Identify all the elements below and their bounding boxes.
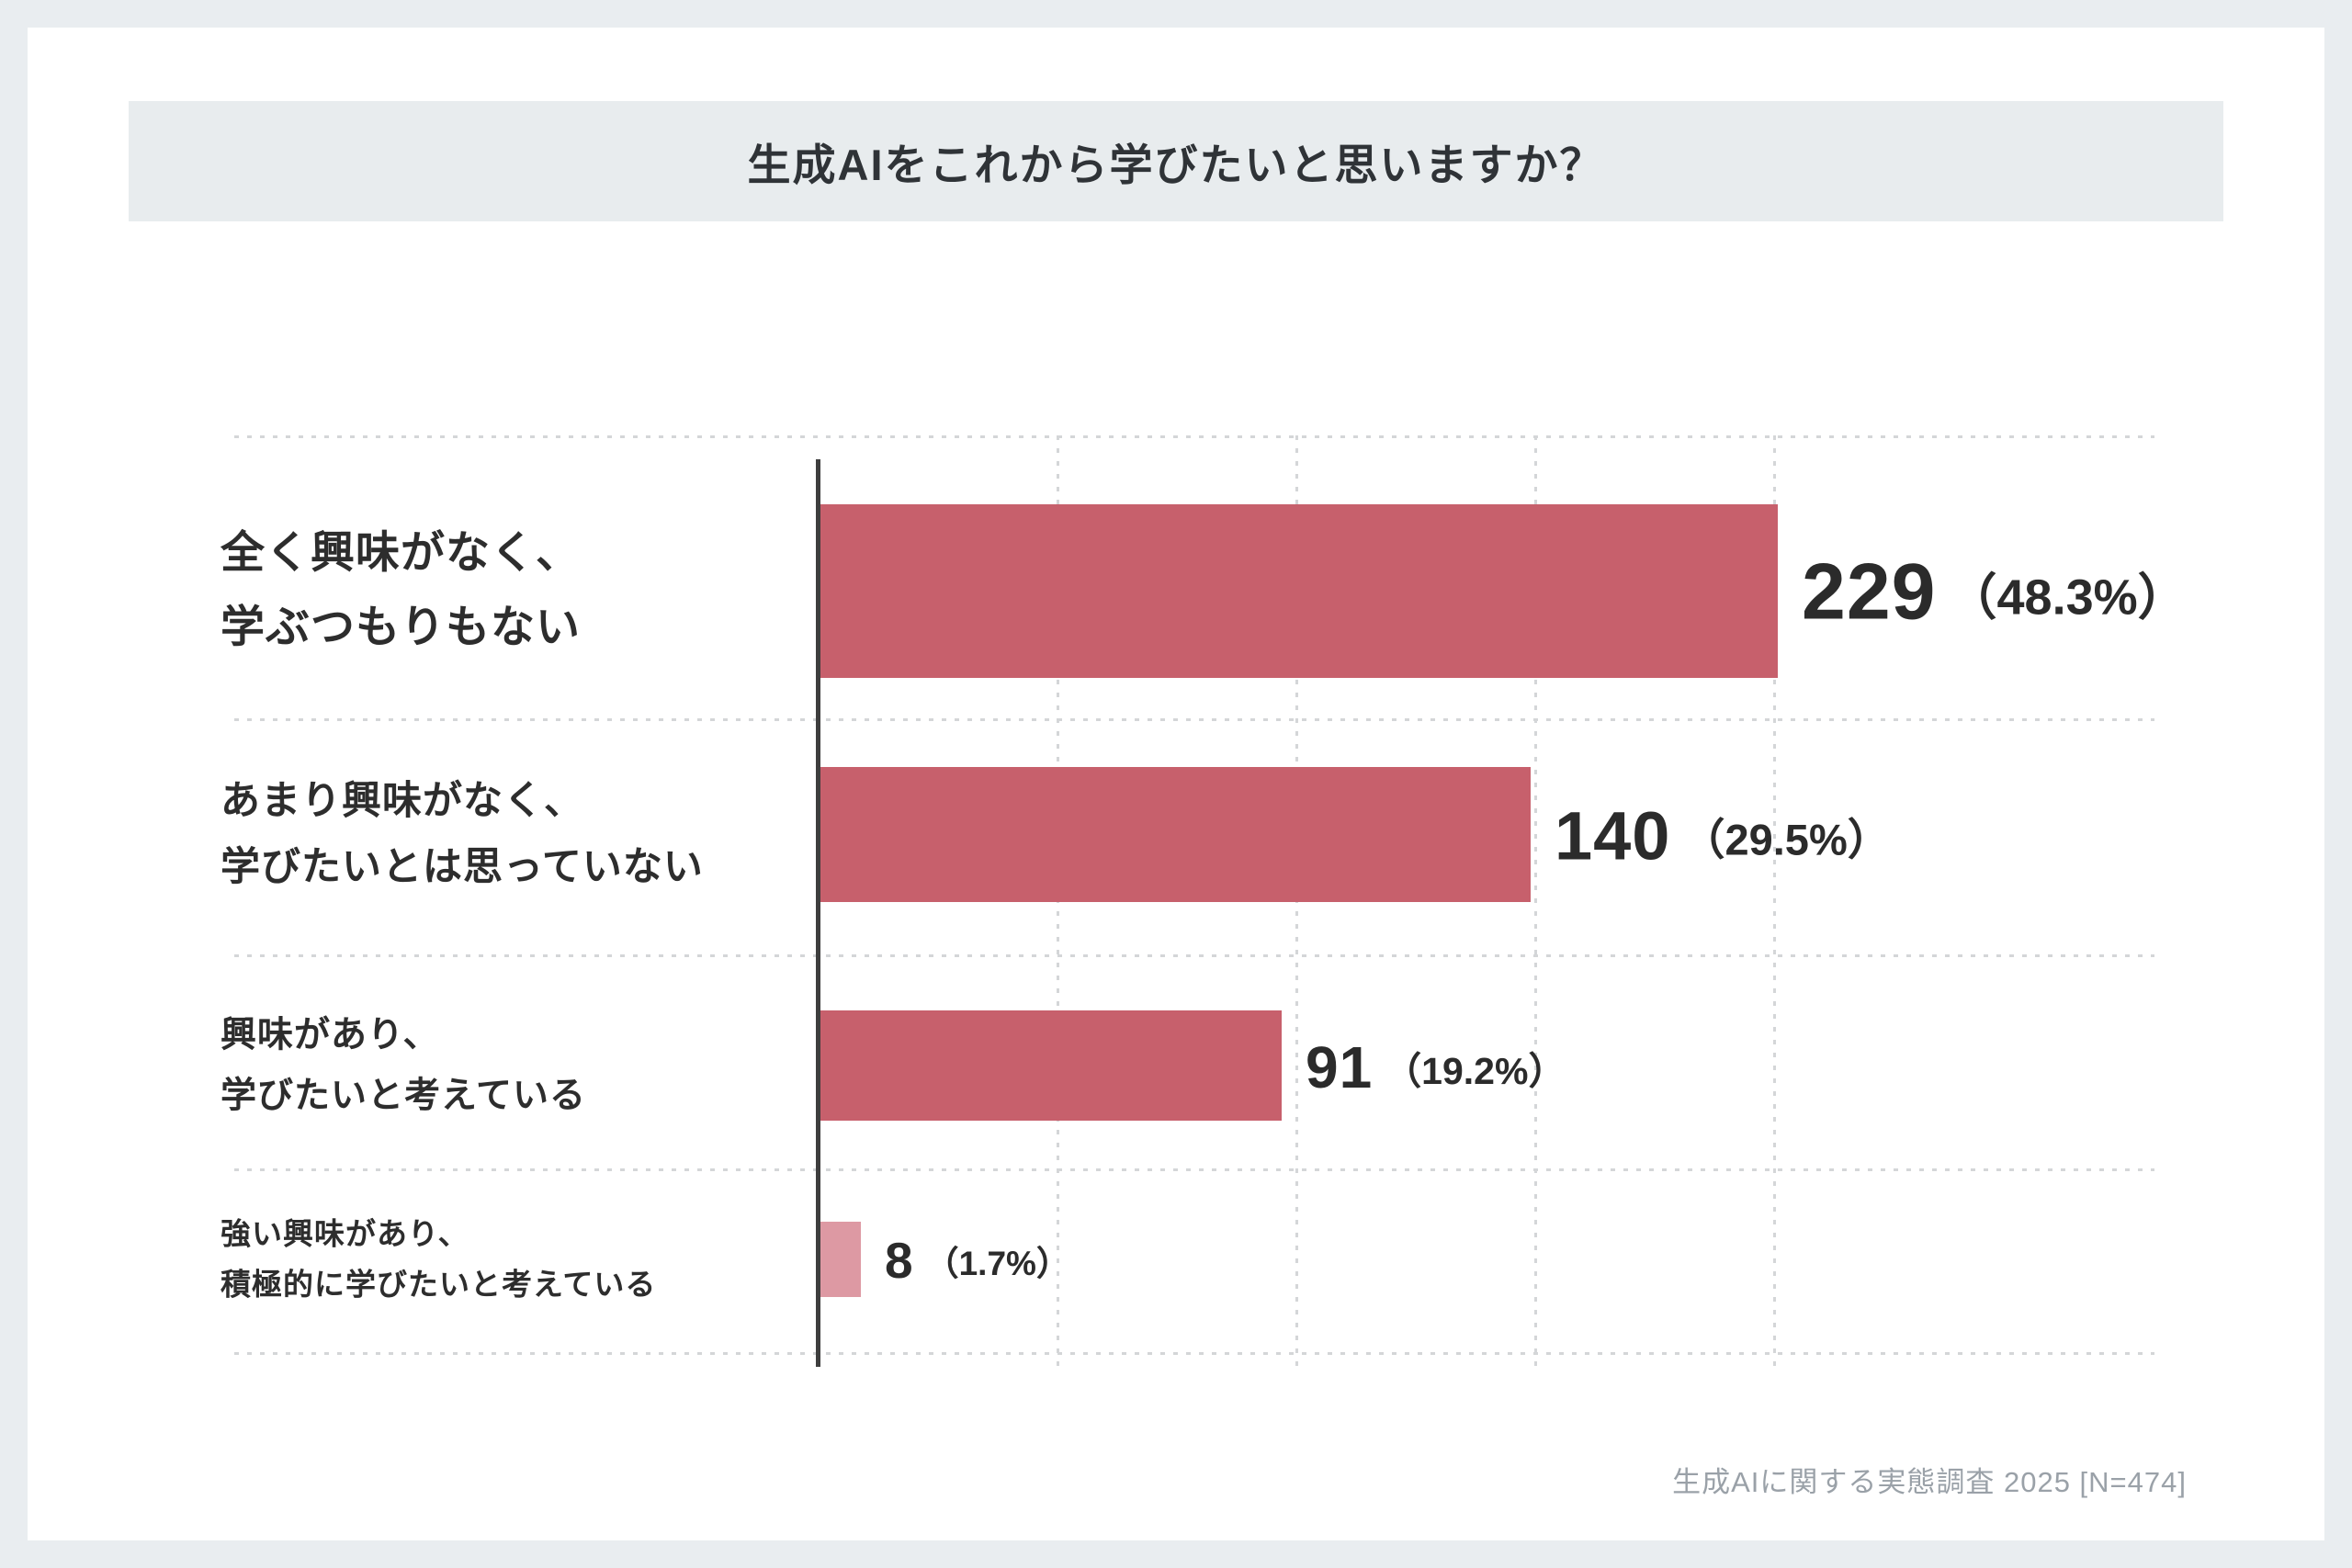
category-label: 強い興味があり、 積極的に学びたいと考えている [220,1209,808,1311]
bar [820,1222,861,1297]
bar-value: 229 [1802,547,1937,637]
row-separator [234,435,2154,438]
category-label-line: 学びたいとは思っていない [220,845,704,889]
row-separator [234,718,2154,721]
row-separator [234,1168,2154,1171]
bar-percent: （19.2%） [1384,1050,1566,1092]
title-banner: 生成AIをこれから学びたいと思いますか？ [129,101,2223,221]
bar-percent: （29.5%） [1681,815,1891,864]
chart-title: 生成AIをこれから学びたいと思いますか？ [747,141,1605,189]
row-separator [234,1352,2154,1355]
bar-value-label: 140 （29.5%） [1555,797,1891,875]
gridline-vertical [1773,435,1776,1369]
bar-percent: （48.3%） [1947,570,2188,626]
bar-value-label: 8 （1.7%） [885,1231,1070,1290]
category-label-line: 全く興味がなく、 [220,528,582,578]
gridline-vertical [1534,435,1537,1369]
category-label-line: 強い興味があり、 [220,1216,469,1251]
bar-value-label: 229 （48.3%） [1802,547,2188,638]
y-axis-line [816,459,820,1367]
gridline-vertical [1295,435,1298,1369]
bar [820,1010,1282,1121]
category-label: あまり興味がなく、 学びたいとは思っていない [220,768,808,900]
bar [820,767,1531,902]
bar-value-label: 91 （19.2%） [1306,1033,1566,1101]
bar [820,504,1778,678]
row-separator [234,954,2154,957]
category-label-line: 学びたいと考えている [220,1076,587,1115]
bar-value: 91 [1306,1034,1374,1100]
category-label-line: 学ぶつもりもない [220,603,582,651]
category-label-line: 積極的に学びたいと考えている [220,1268,657,1302]
bar-percent: （1.7%） [924,1245,1070,1282]
category-label: 全く興味がなく、 学ぶつもりもない [220,516,808,664]
category-label-line: あまり興味がなく、 [220,778,584,823]
bar-value: 8 [885,1232,914,1289]
bar-value: 140 [1555,797,1671,874]
gridline-vertical [1057,435,1059,1369]
category-label: 興味があり、 学びたいと考えている [220,1005,808,1125]
source-note: 生成AIに関する実態調査 2025 [N=474] [1672,1466,2187,1498]
category-label-line: 興味があり、 [220,1015,440,1055]
